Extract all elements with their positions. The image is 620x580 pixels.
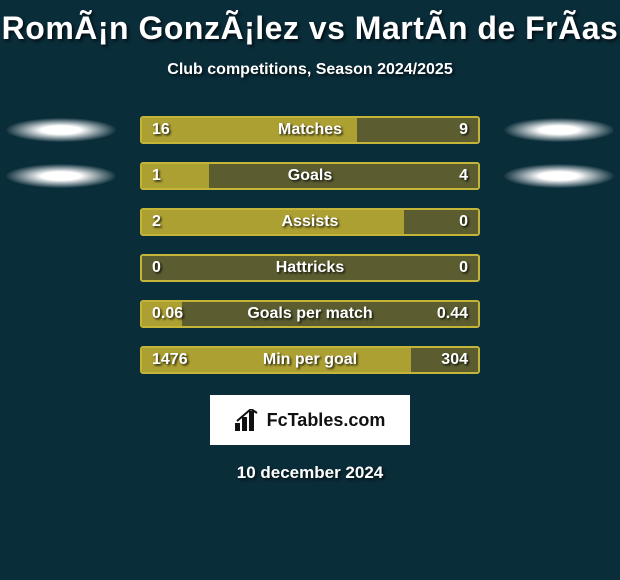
player-shadow-right (504, 164, 614, 188)
bar-left-fill (142, 164, 209, 188)
bar-left-fill (142, 302, 182, 326)
stat-row: 14Goals (0, 153, 620, 199)
stat-row: 1476304Min per goal (0, 337, 620, 383)
page-subtitle: Club competitions, Season 2024/2025 (167, 61, 452, 79)
logo-icon (235, 409, 261, 431)
logo-text: FcTables.com (267, 410, 386, 431)
stat-bar: 1476304Min per goal (140, 346, 480, 374)
stat-bar: 00Hattricks (140, 254, 480, 282)
stat-bar: 169Matches (140, 116, 480, 144)
bar-left-fill (142, 348, 411, 372)
bar-right-fill (142, 302, 478, 326)
bar-right-fill (142, 256, 478, 280)
stat-row: 00Hattricks (0, 245, 620, 291)
stats-chart: 169Matches 14Goals 20Assists 00Hattricks 0.0… (0, 107, 620, 383)
player-shadow-left (6, 164, 116, 188)
stat-bar: 14Goals (140, 162, 480, 190)
bar-left-fill (142, 118, 357, 142)
stat-row: 169Matches (0, 107, 620, 153)
bar-left-fill (142, 210, 404, 234)
date-text: 10 december 2024 (237, 463, 384, 483)
page-title: RomÃ¡n GonzÃ¡lez vs MartÃ­n de FrÃ­as (2, 10, 619, 47)
player-shadow-right (504, 118, 614, 142)
stat-row: 20Assists (0, 199, 620, 245)
player-shadow-left (6, 118, 116, 142)
fctables-logo: FcTables.com (210, 395, 410, 445)
stat-bar: 0.060.44Goals per match (140, 300, 480, 328)
comparison-infographic: RomÃ¡n GonzÃ¡lez vs MartÃ­n de FrÃ­as Cl… (0, 0, 620, 580)
stat-bar: 20Assists (140, 208, 480, 236)
stat-row: 0.060.44Goals per match (0, 291, 620, 337)
